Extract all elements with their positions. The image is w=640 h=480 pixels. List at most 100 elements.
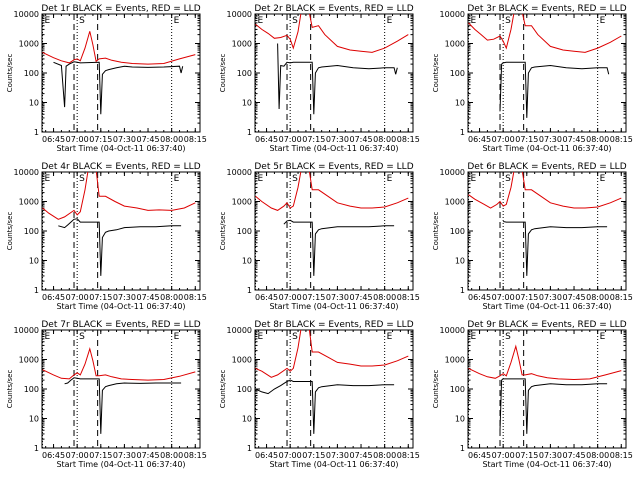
x-axis-label: Start Time (04-Oct-11 06:37:40)	[269, 302, 398, 311]
y-tick-label: 1000	[232, 198, 252, 207]
x-tick-label: 07:30	[113, 293, 136, 302]
marker-label-s: S	[292, 16, 298, 26]
x-tick-label: 08:15	[610, 135, 633, 144]
x-tick-label: 08:15	[184, 451, 207, 460]
series-line-lld	[255, 330, 409, 378]
plot-frame	[467, 329, 627, 449]
marker-label-e: E	[387, 174, 393, 184]
x-tick-label: 07:15	[302, 451, 325, 460]
y-tick-label: 1000	[19, 198, 39, 207]
panel-det-4: Det 4r BLACK = Events, RED = LLD Counts/s…	[6, 162, 207, 311]
y-axis-label: Counts/sec	[219, 212, 227, 251]
marker-label-s: S	[79, 174, 85, 184]
x-axis-label: Start Time (04-Oct-11 06:37:40)	[56, 302, 185, 311]
x-tick-label: 07:15	[302, 293, 325, 302]
y-tick-label: 100	[237, 227, 252, 236]
x-tick-label: 08:00	[160, 293, 183, 302]
x-tick-label: 07:45	[137, 451, 160, 460]
panel-det-1: Det 1r BLACK = Events, RED = LLD Counts/s…	[6, 4, 207, 153]
x-tick-label: 06:45	[255, 451, 278, 460]
x-tick-label: 07:15	[89, 293, 112, 302]
x-tick-label: 07:30	[326, 135, 349, 144]
x-tick-label: 08:00	[586, 135, 609, 144]
series-line-lld	[468, 344, 622, 381]
series-line-events	[499, 378, 608, 434]
x-tick-label: 08:00	[586, 451, 609, 460]
x-tick-label: 07:00	[492, 451, 515, 460]
x-tick-label: 08:15	[184, 293, 207, 302]
x-tick-label: 06:45	[468, 135, 491, 144]
y-tick-label: 1000	[19, 40, 39, 49]
series-line-events	[283, 219, 395, 276]
x-tick-label: 07:30	[539, 135, 562, 144]
x-tick-label: 07:30	[539, 293, 562, 302]
x-tick-label: 08:00	[373, 135, 396, 144]
y-tick-label: 100	[450, 227, 465, 236]
panel-title: Det 6r BLACK = Events, RED = LLD	[467, 162, 626, 172]
y-tick-label: 1	[247, 286, 252, 295]
series-line-events	[277, 43, 398, 115]
x-tick-label: 06:45	[468, 293, 491, 302]
marker-label-e: E	[258, 332, 264, 342]
y-tick-label: 10000	[227, 326, 252, 335]
x-axis-label: Start Time (04-Oct-11 06:37:40)	[482, 302, 611, 311]
y-tick-label: 1	[247, 128, 252, 137]
x-tick-label: 06:45	[468, 451, 491, 460]
series-line-lld	[468, 14, 622, 53]
x-tick-label: 07:00	[66, 451, 89, 460]
x-tick-label: 06:45	[42, 135, 65, 144]
y-tick-label: 100	[237, 385, 252, 394]
x-tick-label: 08:15	[397, 135, 420, 144]
x-tick-label: 07:00	[66, 135, 89, 144]
y-tick-label: 10	[242, 99, 252, 108]
y-tick-label: 10	[29, 415, 39, 424]
x-tick-label: 07:15	[302, 135, 325, 144]
y-tick-label: 10	[242, 257, 252, 266]
series-line-events	[64, 377, 182, 434]
x-tick-label: 07:45	[563, 293, 586, 302]
panel-det-9: Det 9r BLACK = Events, RED = LLD Counts/s…	[432, 320, 633, 469]
x-axis-label: Start Time (04-Oct-11 06:37:40)	[482, 460, 611, 469]
y-axis-label: Counts/sec	[432, 212, 440, 251]
panel-title: Det 7r BLACK = Events, RED = LLD	[41, 320, 200, 330]
y-tick-label: 1	[460, 444, 465, 453]
x-axis-label: Start Time (04-Oct-11 06:37:40)	[482, 144, 611, 153]
panel-det-6: Det 6r BLACK = Events, RED = LLD Counts/s…	[432, 162, 633, 311]
y-axis-label: Counts/sec	[432, 54, 440, 93]
marker-label-e: E	[600, 16, 606, 26]
marker-label-e: E	[471, 332, 477, 342]
y-tick-label: 1	[247, 444, 252, 453]
y-tick-label: 10	[242, 415, 252, 424]
y-tick-label: 10000	[440, 326, 465, 335]
x-tick-label: 08:00	[160, 135, 183, 144]
x-tick-label: 06:45	[255, 293, 278, 302]
x-tick-label: 08:15	[610, 293, 633, 302]
marker-label-s: S	[79, 332, 85, 342]
y-axis-label: Counts/sec	[219, 54, 227, 93]
panel-title: Det 5r BLACK = Events, RED = LLD	[254, 162, 413, 172]
series-line-lld	[255, 14, 409, 53]
x-tick-label: 08:15	[397, 451, 420, 460]
x-tick-label: 07:15	[515, 135, 538, 144]
x-tick-label: 08:15	[610, 451, 633, 460]
panel-title: Det 8r BLACK = Events, RED = LLD	[254, 320, 413, 330]
y-tick-label: 1000	[445, 356, 465, 365]
panel-title: Det 2r BLACK = Events, RED = LLD	[254, 4, 413, 14]
y-axis-label: Counts/sec	[432, 370, 440, 409]
marker-label-s: S	[292, 174, 298, 184]
marker-label-e: E	[471, 174, 477, 184]
y-tick-label: 10000	[14, 326, 39, 335]
x-tick-label: 07:45	[350, 135, 373, 144]
y-tick-label: 10000	[440, 10, 465, 19]
y-tick-label: 100	[24, 385, 39, 394]
x-axis-label: Start Time (04-Oct-11 06:37:40)	[56, 144, 185, 153]
series-line-lld	[255, 172, 409, 211]
panel-title: Det 3r BLACK = Events, RED = LLD	[467, 4, 626, 14]
panel-title: Det 9r BLACK = Events, RED = LLD	[467, 320, 626, 330]
y-tick-label: 100	[450, 69, 465, 78]
x-tick-label: 07:30	[326, 451, 349, 460]
plot-frame	[254, 171, 414, 291]
panel-det-5: Det 5r BLACK = Events, RED = LLD Counts/s…	[219, 162, 420, 311]
series-line-events	[58, 218, 182, 276]
panel-title: Det 4r BLACK = Events, RED = LLD	[41, 162, 200, 172]
